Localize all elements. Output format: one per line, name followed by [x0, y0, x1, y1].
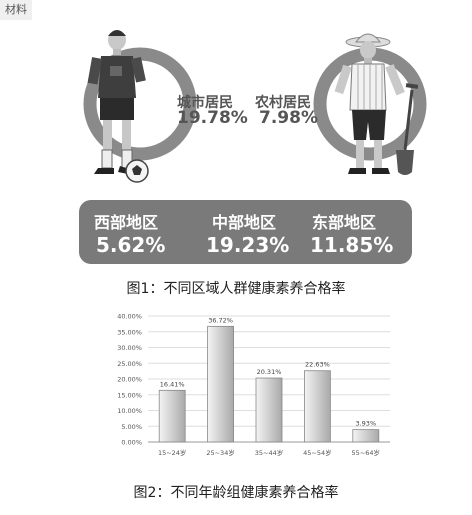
bar-data-label: 16.41%	[160, 380, 185, 388]
illustration-layer	[83, 30, 427, 183]
region-east-value: 11.85%	[310, 233, 394, 257]
bar-data-labels: 16.41% 36.72% 20.31% 22.63% 3.93%	[160, 316, 376, 427]
age-group-bar-chart: 0.00% 5.00% 10.00% 15.00% 20.00% 25.00% 30.00%…	[117, 313, 390, 457]
y-tick-label: 5.00%	[121, 423, 142, 431]
x-axis-ticks: 15~24岁 25~34岁 35~44岁 45~54岁 55~64岁	[158, 448, 380, 457]
bar-data-label: 3.93%	[355, 420, 376, 428]
y-tick-label: 20.00%	[117, 376, 142, 384]
shovel-icon	[396, 83, 419, 175]
bar	[207, 325, 234, 443]
urban-ring	[83, 47, 197, 161]
y-tick-label: 10.00%	[117, 407, 142, 415]
bar	[303, 370, 331, 443]
figure1-caption: 图1：不同区域人群健康素养合格率	[126, 281, 346, 297]
x-tick-label: 35~44岁	[255, 448, 284, 457]
bar	[255, 377, 283, 443]
y-tick-label: 0.00%	[121, 439, 142, 447]
chart-bars	[158, 325, 380, 443]
x-tick-label: 55~64岁	[352, 448, 381, 457]
y-axis-ticks: 0.00% 5.00% 10.00% 15.00% 20.00% 25.00% 30.00%…	[117, 313, 142, 447]
region-central-name: 中部地区	[212, 213, 277, 232]
urban-value: 19.78%	[177, 108, 248, 128]
farmer-illustration	[334, 33, 405, 174]
region-panel: 西部地区 5.62% 中部地区 19.23% 东部地区 11.85%	[79, 200, 412, 264]
bar-data-label: 22.63%	[305, 361, 330, 369]
bar	[158, 389, 186, 443]
region-east-name: 东部地区	[312, 213, 377, 232]
urban-label: 城市居民	[177, 95, 233, 111]
y-tick-label: 30.00%	[117, 344, 142, 352]
x-tick-label: 25~34岁	[206, 448, 235, 457]
y-tick-label: 15.00%	[117, 391, 142, 399]
region-west-value: 5.62%	[96, 233, 166, 257]
bar	[352, 429, 380, 443]
soccer-ball-icon	[125, 159, 149, 183]
material-tag: 材料	[0, 0, 32, 20]
y-tick-label: 25.00%	[117, 360, 142, 368]
figure2-caption: 图2：不同年龄组健康素养合格率	[133, 485, 339, 501]
region-infographic: 城市居民 19.78% 农村居民 7.98% 西部地区 5.62% 中部地区 1…	[79, 30, 427, 297]
region-central-value: 19.23%	[206, 233, 290, 257]
bar-data-label: 36.72%	[208, 316, 233, 324]
x-tick-label: 15~24岁	[158, 448, 187, 457]
y-tick-label: 35.00%	[117, 328, 142, 336]
bar-data-label: 20.31%	[257, 368, 282, 376]
region-west-name: 西部地区	[94, 213, 159, 232]
y-tick-label: 40.00%	[117, 313, 142, 321]
rural-value: 7.98%	[259, 108, 318, 128]
rural-label: 农村居民	[255, 95, 311, 111]
x-tick-label: 45~54岁	[303, 448, 332, 457]
